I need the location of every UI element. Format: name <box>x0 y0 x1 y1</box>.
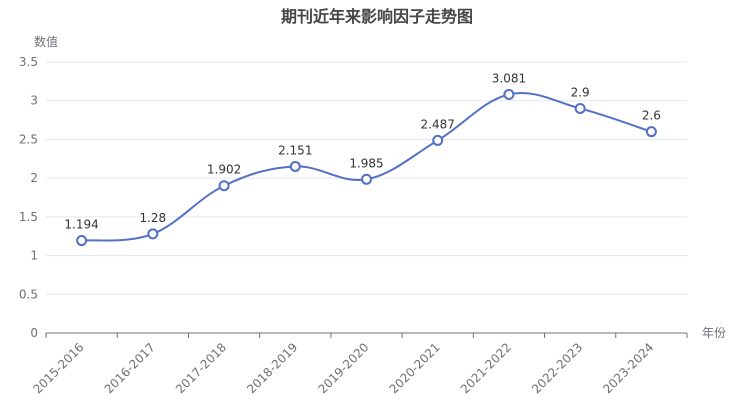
data-label: 2.6 <box>642 109 661 123</box>
x-tick-label: 2018-2019 <box>244 340 300 396</box>
data-labels: 1.194 1.28 1.902 2.151 1.985 2.487 3.081 2.9 2.6 <box>64 71 661 231</box>
y-tick-label: 1.5 <box>19 210 38 224</box>
y-tick-label: 0 <box>30 326 38 340</box>
x-tick-label: 2015-2016 <box>31 340 87 396</box>
grid-lines <box>46 61 687 295</box>
data-point <box>645 126 657 138</box>
axes <box>45 332 688 338</box>
x-tick-label: 2019-2020 <box>315 340 371 396</box>
data-points <box>76 88 657 247</box>
y-tick-label: 1 <box>30 249 38 263</box>
chart-title: 期刊近年来影响因子走势图 <box>281 7 473 26</box>
data-label: 2.151 <box>278 143 312 157</box>
data-label: 1.28 <box>139 211 166 225</box>
y-tick-label: 0.5 <box>19 287 38 301</box>
x-tick-label: 2022-2023 <box>529 340 585 396</box>
data-point <box>574 102 586 114</box>
data-label: 1.194 <box>64 218 98 232</box>
x-tick-label: 2021-2022 <box>458 340 514 396</box>
y-tick-label: 3 <box>30 94 38 108</box>
x-axis-label: 年份 <box>702 326 726 340</box>
y-tick-labels: 0 0.5 1 1.5 2 2.5 3 3.5 <box>19 55 38 340</box>
y-tick-label: 2.5 <box>19 132 38 146</box>
data-point <box>289 160 301 172</box>
data-label: 2.9 <box>571 85 590 99</box>
data-point <box>147 228 159 240</box>
data-point <box>432 134 444 146</box>
data-label: 1.985 <box>349 156 383 170</box>
y-axis-label: 数值 <box>34 34 58 49</box>
data-label: 1.902 <box>207 163 241 177</box>
x-tick-label: 2016-2017 <box>102 340 158 396</box>
x-tick-label: 2017-2018 <box>173 340 229 396</box>
data-point <box>76 235 88 247</box>
data-point <box>361 173 372 185</box>
data-point <box>503 88 515 100</box>
x-tick-label: 2020-2021 <box>387 340 443 396</box>
data-point <box>218 180 230 192</box>
data-label: 3.081 <box>492 71 526 85</box>
data-label: 2.487 <box>421 117 455 131</box>
x-tick-labels: 2015-2016 2016-2017 2017-2018 2018-2019 2019… <box>31 340 657 396</box>
y-tick-label: 3.5 <box>19 55 38 69</box>
y-tick-label: 2 <box>30 171 38 185</box>
x-tick-label: 2023-2024 <box>600 340 656 396</box>
